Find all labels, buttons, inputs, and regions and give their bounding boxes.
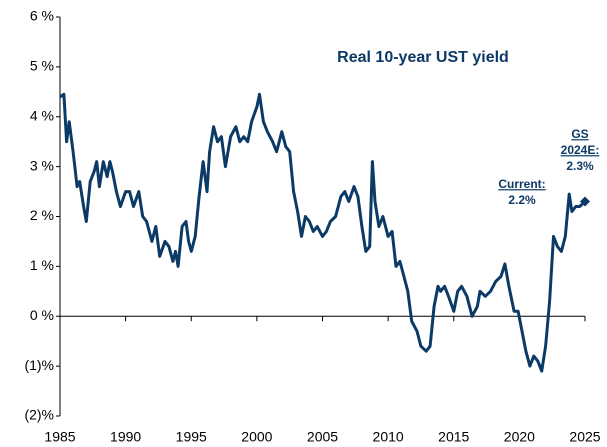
y-tick-label: 5 % — [30, 58, 54, 74]
x-tick-label: 2005 — [307, 429, 338, 445]
x-tick-label: 2025 — [569, 429, 600, 445]
y-tick-label: 4 % — [30, 107, 54, 123]
annotation: GS — [571, 127, 588, 141]
x-tick-label: 2020 — [504, 429, 535, 445]
x-tick-label: 2010 — [373, 429, 404, 445]
x-tick-label: 2000 — [241, 429, 272, 445]
y-tick-label: 6 % — [30, 8, 54, 24]
x-tick-label: 2015 — [438, 429, 469, 445]
y-tick-label: 3 % — [30, 157, 54, 173]
annotation: Current: — [498, 177, 545, 191]
line-series — [59, 92, 587, 373]
y-tick-label: (2)% — [24, 407, 54, 423]
y-tick-label: 0 % — [30, 307, 54, 323]
chart-title: Real 10-year UST yield — [337, 49, 509, 66]
annotation: 2024E: — [561, 143, 600, 157]
x-tick-label: 1990 — [110, 429, 141, 445]
annotation: 2.2% — [508, 193, 536, 207]
end-marker — [580, 196, 590, 207]
annotation: 2.3% — [566, 159, 594, 173]
x-tick-label: 1985 — [44, 429, 75, 445]
y-tick-label: (1)% — [24, 357, 54, 373]
x-tick-label: 1995 — [176, 429, 207, 445]
y-tick-label: 1 % — [30, 257, 54, 273]
y-tick-label: 2 % — [30, 207, 54, 223]
